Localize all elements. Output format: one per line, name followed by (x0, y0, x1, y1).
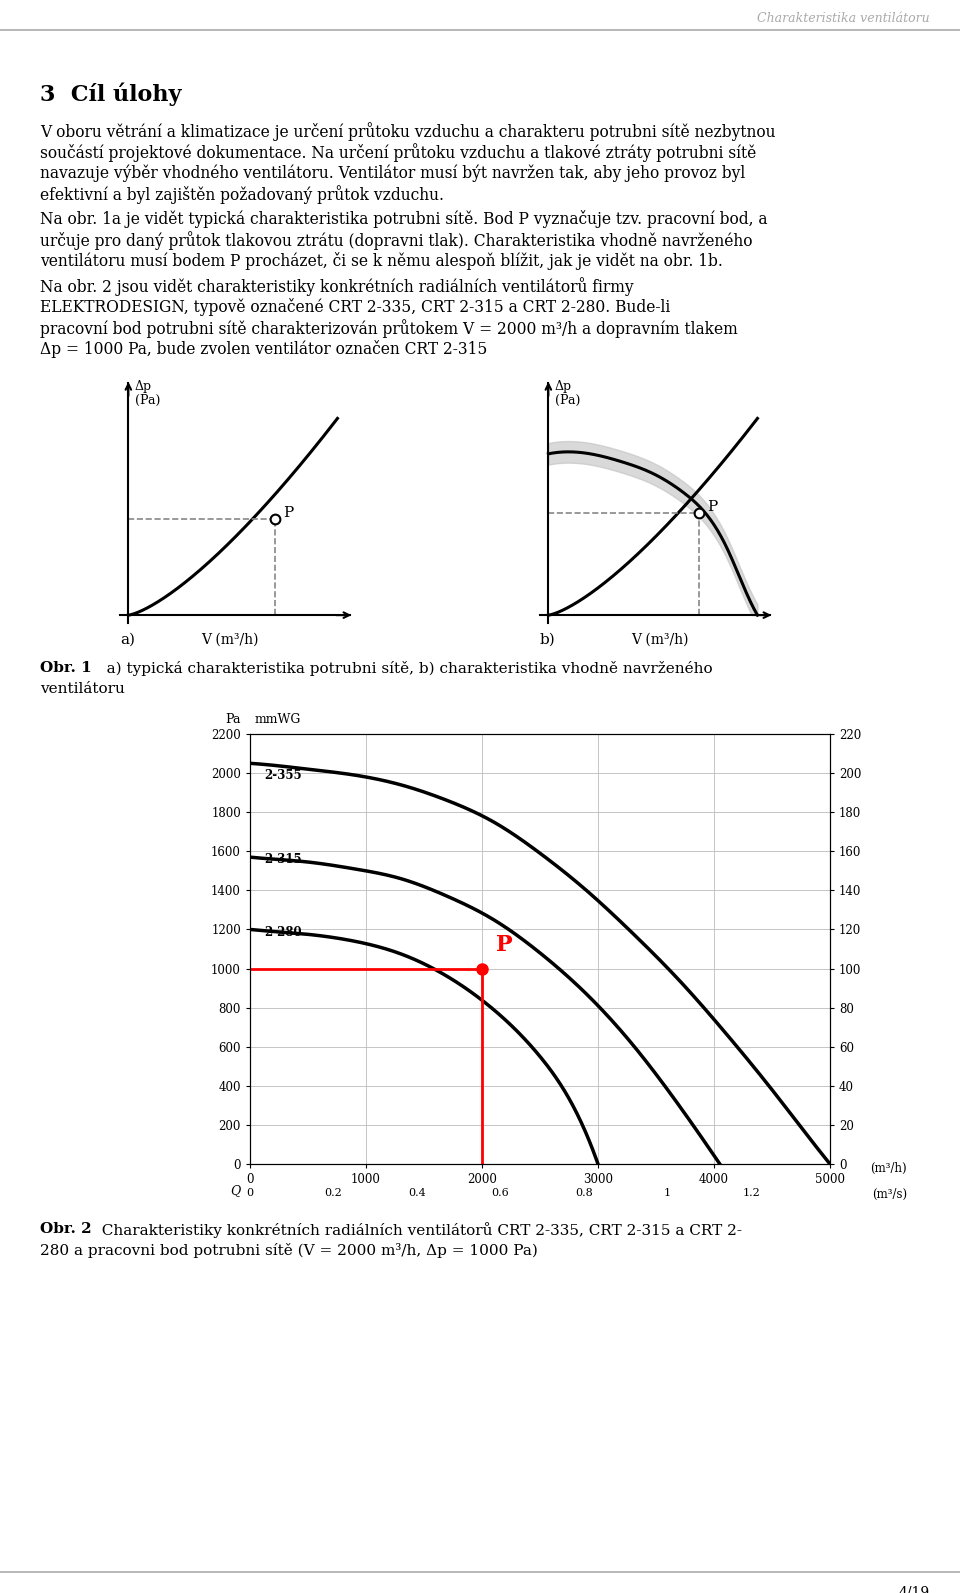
Text: Δp = 1000 Pa, bude zvolen ventilátor označen CRT 2-315: Δp = 1000 Pa, bude zvolen ventilátor ozn… (40, 339, 488, 358)
Text: Q: Q (230, 1184, 240, 1196)
Text: mmWG: mmWG (255, 714, 301, 726)
Text: 1.2: 1.2 (742, 1188, 760, 1198)
Text: určuje pro daný průtok tlakovou ztrátu (dopravni tlak). Charakteristika vhodně n: určuje pro daný průtok tlakovou ztrátu (… (40, 231, 753, 250)
Text: 2-280: 2-280 (264, 926, 301, 938)
Text: 280 a pracovni bod potrubni sítě (V = 2000 m³/h, Δp = 1000 Pa): 280 a pracovni bod potrubni sítě (V = 20… (40, 1243, 538, 1258)
Text: 0.8: 0.8 (575, 1188, 593, 1198)
Text: V oboru větrání a klimatizace je určení průtoku vzduchu a charakteru potrubni sí: V oboru větrání a klimatizace je určení … (40, 123, 776, 140)
Text: 0.2: 0.2 (324, 1188, 343, 1198)
Text: 0.6: 0.6 (492, 1188, 510, 1198)
Text: pracovní bod potrubni sítě charakterizován průtokem V = 2000 m³/h a dopravním tl: pracovní bod potrubni sítě charakterizov… (40, 319, 737, 338)
Text: 1: 1 (664, 1188, 671, 1198)
Text: P: P (708, 500, 717, 515)
Text: (Pa): (Pa) (555, 393, 580, 406)
Text: Δp: Δp (555, 379, 572, 393)
Text: Charakteristika ventilátoru: Charakteristika ventilátoru (757, 11, 930, 24)
Text: Δp: Δp (134, 379, 152, 393)
Text: navazuje výběr vhodného ventilátoru. Ventilátor musí být navržen tak, aby jeho p: navazuje výběr vhodného ventilátoru. Ven… (40, 164, 745, 182)
Text: Charakteristiky konkrétních radiálních ventilátorů CRT 2-335, CRT 2-315 a CRT 2-: Charakteristiky konkrétních radiálních v… (92, 1222, 742, 1238)
Text: efektivní a byl zajištěn požadovaný průtok vzduchu.: efektivní a byl zajištěn požadovaný průt… (40, 185, 444, 204)
Text: V (m³/h): V (m³/h) (632, 632, 688, 647)
Text: ventilátoru: ventilátoru (40, 682, 125, 696)
Text: a) typická charakteristika potrubni sítě, b) charakteristika vhodně navrženého: a) typická charakteristika potrubni sítě… (92, 661, 712, 675)
Text: součástí projektové dokumentace. Na určení průtoku vzduchu a tlakové ztráty potr: součástí projektové dokumentace. Na urče… (40, 143, 756, 162)
Text: 2-315: 2-315 (264, 852, 301, 865)
Text: Obr. 2: Obr. 2 (40, 1222, 91, 1236)
Text: ventilátoru musí bodem P procházet, či se k němu alespoň blížit, jak je vidět na: ventilátoru musí bodem P procházet, či s… (40, 252, 723, 269)
Text: P: P (283, 505, 294, 519)
Text: (m³/s): (m³/s) (872, 1188, 907, 1201)
Text: Obr. 1: Obr. 1 (40, 661, 92, 675)
Text: Na obr. 2 jsou vidět charakteristiky konkrétních radiálních ventilátorů firmy: Na obr. 2 jsou vidět charakteristiky kon… (40, 277, 634, 296)
Text: 0: 0 (247, 1188, 253, 1198)
Text: 3  Cíl úlohy: 3 Cíl úlohy (40, 81, 181, 105)
Text: a): a) (120, 632, 135, 647)
Text: ELEKTRODESIGN, typově označené CRT 2-335, CRT 2-315 a CRT 2-280. Bude-li: ELEKTRODESIGN, typově označené CRT 2-335… (40, 298, 670, 315)
Text: V (m³/h): V (m³/h) (202, 632, 259, 647)
Text: Pa: Pa (225, 714, 241, 726)
Text: P: P (496, 933, 513, 956)
Text: b): b) (540, 632, 556, 647)
Text: (Pa): (Pa) (134, 393, 160, 406)
Text: (m³/h): (m³/h) (870, 1161, 906, 1174)
Text: 0.4: 0.4 (408, 1188, 426, 1198)
Text: 4/19: 4/19 (899, 1585, 930, 1593)
Text: Na obr. 1a je vidět typická charakteristika potrubni sítě. Bod P vyznačuje tzv. : Na obr. 1a je vidět typická charakterist… (40, 210, 767, 228)
Text: 2-355: 2-355 (264, 768, 301, 782)
